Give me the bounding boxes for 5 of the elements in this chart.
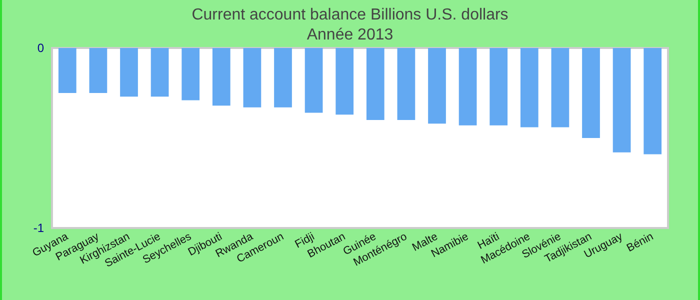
y-tick-label: -1	[33, 221, 44, 235]
chart-subtitle: Année 2013	[306, 26, 394, 44]
x-tick-label: Bénin	[624, 230, 656, 254]
chart-title: Current account balance Billions U.S. dollars	[192, 6, 508, 24]
y-tick-label: 0	[37, 41, 44, 55]
